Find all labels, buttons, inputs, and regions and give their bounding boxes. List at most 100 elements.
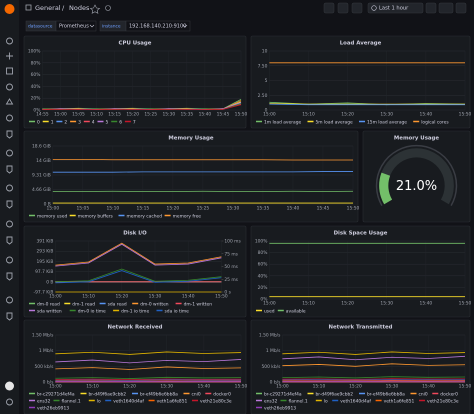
explore-icon[interactable]	[6, 83, 13, 91]
x-tick-label: 15:10	[86, 384, 99, 390]
nav-icon[interactable]	[6, 165, 13, 174]
x-tick-label: 15:40	[198, 384, 211, 390]
series-line	[55, 243, 222, 267]
legend-label: veth1640d4af	[340, 398, 371, 404]
zoom-out-button[interactable]	[425, 2, 437, 14]
panel	[250, 225, 471, 318]
settings-button[interactable]	[351, 2, 363, 14]
y2-tick-label: 0 s	[224, 290, 231, 296]
legend-label: dm-1 io time	[121, 308, 149, 314]
gauge-value: 21.0%	[396, 179, 437, 194]
legend-label: cni0	[419, 391, 428, 397]
legend-label: sda written	[37, 308, 62, 314]
x-tick-label: 15:50	[235, 112, 248, 118]
x-tick-label: 15:25	[197, 206, 210, 212]
time-range[interactable]: Last 1 hour	[379, 6, 409, 12]
variable-select[interactable]	[55, 20, 97, 32]
apps-icon	[25, 4, 32, 11]
save-button[interactable]	[337, 2, 349, 14]
add-panel-button[interactable]	[323, 2, 335, 14]
nav-icon[interactable]	[6, 220, 13, 228]
y-tick-label: 100%	[255, 239, 268, 245]
legend-label: 5	[106, 119, 109, 125]
nav-icon[interactable]	[6, 184, 13, 192]
create-icon[interactable]	[6, 52, 13, 60]
x-tick-label: 15:30	[380, 301, 393, 307]
legend-label: dm-1 written	[184, 301, 213, 307]
legend-label: available	[286, 308, 306, 314]
logo[interactable]	[4, 4, 15, 14]
legend-label: dm-0 io time	[78, 308, 106, 314]
avatar[interactable]	[5, 381, 14, 391]
nav-icon[interactable]	[6, 272, 13, 281]
nav-icon[interactable]	[6, 312, 13, 321]
series-line	[282, 378, 466, 381]
x-tick-label: 15:40	[420, 301, 433, 307]
help-icon[interactable]	[6, 398, 13, 406]
legend-label: 15m load average	[367, 119, 407, 125]
y-tick-label: 7.50	[258, 63, 268, 69]
legend-label: veth26eb9913	[264, 405, 296, 411]
dashboard-title[interactable]: Nodes	[69, 4, 90, 12]
legend-label: br-d49f6ae9cbb2	[89, 391, 127, 397]
y-tick-label: 20%	[258, 285, 268, 291]
x-tick-label: 15:00	[263, 301, 276, 307]
series-line	[55, 366, 242, 370]
gauge-value-arc	[379, 172, 393, 205]
search-icon[interactable]	[6, 37, 13, 45]
y2-tick-label: 50 ms	[224, 264, 238, 270]
legend-label: lo	[97, 398, 101, 404]
x-tick-label: 15:30	[162, 112, 175, 118]
sidebar	[0, 0, 19, 414]
legend-label: br-d49f6ae9cbb2	[316, 391, 354, 397]
x-tick-label: 15:40	[420, 112, 433, 118]
y-tick-label: 60%	[258, 262, 268, 268]
nav-icon[interactable]	[6, 200, 13, 209]
dashboards-icon[interactable]	[6, 67, 13, 75]
variable-select[interactable]	[125, 20, 191, 32]
breadcrumb-parent[interactable]: General	[35, 4, 61, 12]
x-tick-label: 15:05	[72, 112, 85, 118]
caret	[89, 24, 95, 28]
tv-mode-button[interactable]	[455, 2, 467, 14]
variable-label: datasource	[28, 24, 53, 30]
nav-icon[interactable]	[6, 296, 13, 304]
panel-title: Disk I/O	[123, 231, 147, 237]
series-line	[55, 359, 242, 364]
x-tick-label: 15:30	[386, 384, 399, 390]
x-tick-label: 15:50	[235, 384, 248, 390]
x-tick-label: 15:30	[227, 206, 240, 212]
legend-label: dm-0 written	[140, 301, 169, 307]
series-line	[55, 270, 222, 284]
refresh-button[interactable]	[438, 2, 454, 14]
legend-label: veth1a6fe851	[157, 398, 188, 404]
x-tick-label: 15:20	[341, 112, 354, 118]
nav-icon[interactable]	[6, 149, 13, 157]
y-tick-label: 500 kb/s	[35, 364, 55, 370]
variable-value[interactable]: Prometheus	[59, 24, 89, 30]
y-tick-label: 9.31 GiB	[32, 172, 51, 178]
star-icon[interactable]	[89, 4, 101, 14]
share-icon[interactable]	[105, 5, 111, 11]
alerting-icon[interactable]	[5, 98, 14, 105]
sidebar-icons	[5, 37, 14, 406]
y-tick-label: 60%	[31, 72, 41, 78]
config-icon[interactable]	[6, 114, 13, 122]
legend-label: memory free	[173, 213, 202, 219]
nav-icon[interactable]	[6, 236, 13, 245]
panel	[250, 319, 471, 414]
clock-icon	[371, 5, 377, 11]
variable-value[interactable]: 192.168.140.210:9100	[129, 24, 186, 30]
y-tick-label: 4.66 GiB	[32, 187, 51, 193]
legend-label: dm-0 read	[37, 301, 60, 307]
time-picker[interactable]	[367, 2, 424, 14]
x-tick-label: 15:30	[149, 294, 162, 300]
series-line	[282, 378, 466, 380]
panel-title: Memory Usage	[168, 136, 213, 142]
y-tick-label: -97.7 KiB	[34, 290, 54, 296]
nav-icon[interactable]	[6, 256, 13, 264]
x-tick-label: 15:10	[313, 384, 326, 390]
shield-icon[interactable]	[6, 130, 13, 139]
panel	[23, 130, 359, 223]
